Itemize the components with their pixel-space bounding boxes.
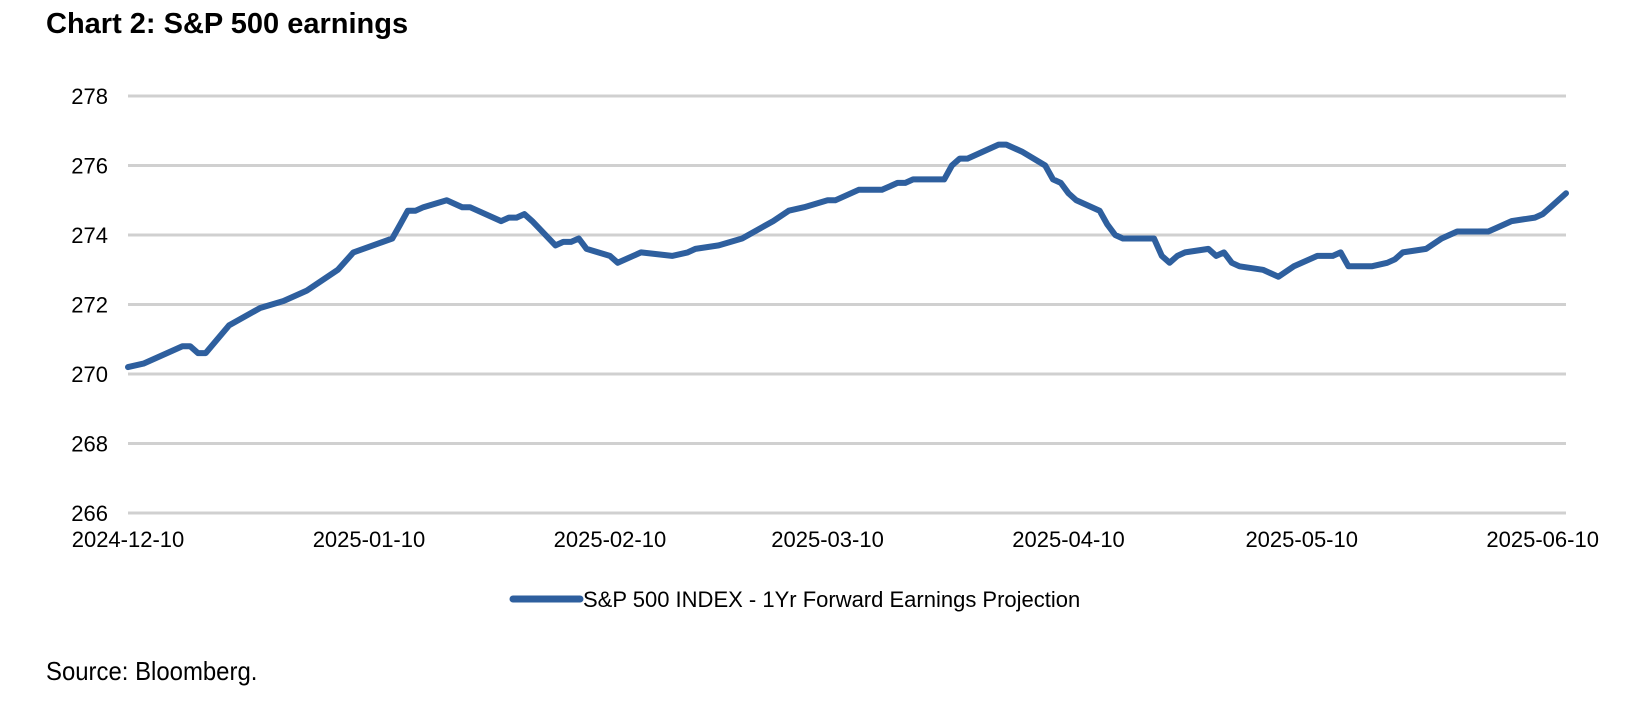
x-axis-ticks: 2024-12-10 2025-01-10 2025-02-10 2025-03-10… xyxy=(72,527,1599,552)
earnings-line-chart: 266 268 270 272 274 276 278 2024-12-10 2025-01-… xyxy=(71,84,1599,612)
series-layer xyxy=(125,141,1569,371)
y-tick-label: 270 xyxy=(71,362,108,387)
legend: S&P 500 INDEX - 1Yr Forward Earnings Pro… xyxy=(509,587,1080,612)
series-line-forward-earnings xyxy=(125,141,1569,371)
source-note: Source: Bloomberg. xyxy=(46,656,258,686)
y-tick-label: 268 xyxy=(71,432,108,457)
y-tick-label: 272 xyxy=(71,293,108,318)
y-tick-label: 278 xyxy=(71,84,108,109)
x-tick-label: 2025-03-10 xyxy=(771,527,884,552)
y-axis-ticks: 266 268 270 272 274 276 278 xyxy=(71,84,108,526)
y-tick-label: 274 xyxy=(71,223,108,248)
x-tick-label: 2025-06-10 xyxy=(1486,527,1599,552)
x-tick-label: 2025-05-10 xyxy=(1245,527,1358,552)
chart-title: Chart 2: S&P 500 earnings xyxy=(46,8,409,40)
x-tick-label: 2025-02-10 xyxy=(554,527,667,552)
x-tick-label: 2025-01-10 xyxy=(313,527,426,552)
gridlines xyxy=(128,94,1566,515)
legend-label: S&P 500 INDEX - 1Yr Forward Earnings Pro… xyxy=(583,587,1080,612)
y-tick-label: 276 xyxy=(71,154,108,179)
x-tick-label: 2024-12-10 xyxy=(72,527,185,552)
y-tick-label: 266 xyxy=(71,501,108,526)
x-tick-label: 2025-04-10 xyxy=(1012,527,1125,552)
